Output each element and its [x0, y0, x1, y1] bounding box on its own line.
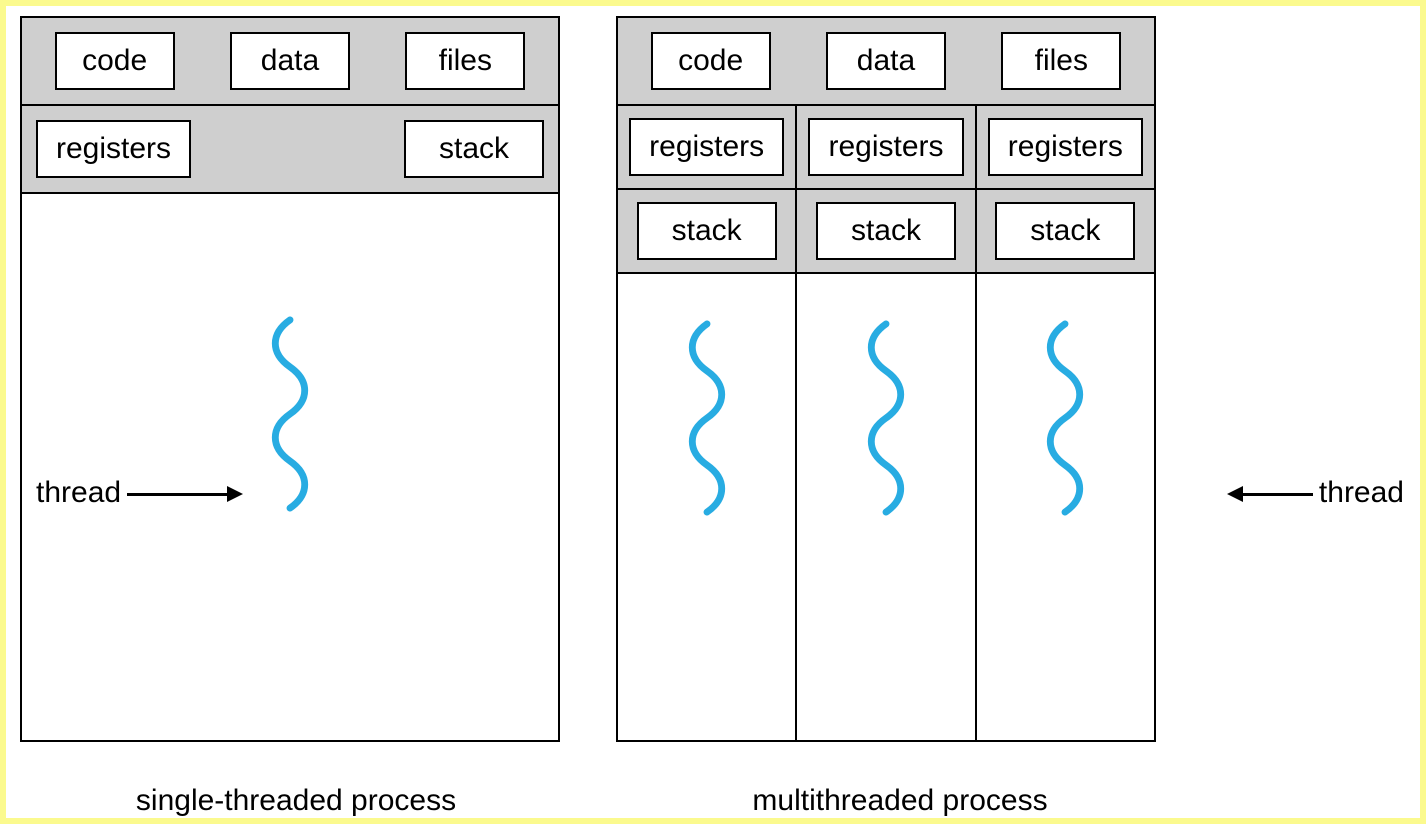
captions-row: single-threaded process multithreaded pr… [18, 778, 1408, 818]
stack-box: stack [637, 202, 777, 260]
process-row: code data files registers stack code dat… [18, 16, 1408, 778]
stack-box: stack [404, 120, 544, 178]
stack-box: stack [816, 202, 956, 260]
thread-annotation-right: thread [1227, 476, 1404, 510]
multithreaded-caption: multithreaded process [630, 784, 1170, 818]
single-threaded-process: code data files registers stack [20, 16, 560, 742]
registers-box: registers [988, 118, 1143, 176]
thread-private-band: registers stack [22, 106, 558, 194]
shared-code-box: code [651, 32, 771, 90]
registers-box: registers [36, 120, 191, 178]
diagram-canvas: code data files registers stack code dat… [0, 0, 1426, 824]
multithreaded-process: code data files registers stack register… [616, 16, 1156, 742]
thread-column-1: registers stack [618, 106, 797, 740]
thread-area [797, 274, 974, 740]
thread-annotation-left: thread [36, 476, 243, 510]
thread-column-3: registers stack [977, 106, 1154, 740]
threads-container: registers stack registers stack register… [618, 106, 1154, 740]
registers-box: registers [629, 118, 784, 176]
shared-data-box: data [230, 32, 350, 90]
thread-area [618, 274, 795, 740]
shared-files-box: files [405, 32, 525, 90]
stack-box: stack [995, 202, 1135, 260]
thread-label: thread [1319, 476, 1404, 510]
arrow-left-icon [1227, 476, 1313, 510]
thread-area [22, 194, 558, 740]
thread-squiggle-icon [677, 318, 737, 518]
thread-area [977, 274, 1154, 740]
single-threaded-caption: single-threaded process [18, 784, 574, 818]
shared-resources-band: code data files [618, 18, 1154, 106]
shared-files-box: files [1001, 32, 1121, 90]
shared-resources-band: code data files [22, 18, 558, 106]
thread-label: thread [36, 476, 121, 510]
thread-squiggle-icon [1035, 318, 1095, 518]
thread-squiggle-icon [260, 314, 320, 514]
shared-data-box: data [826, 32, 946, 90]
registers-box: registers [808, 118, 963, 176]
shared-code-box: code [55, 32, 175, 90]
thread-column-2: registers stack [797, 106, 976, 740]
thread-squiggle-icon [856, 318, 916, 518]
arrow-right-icon [127, 476, 243, 510]
